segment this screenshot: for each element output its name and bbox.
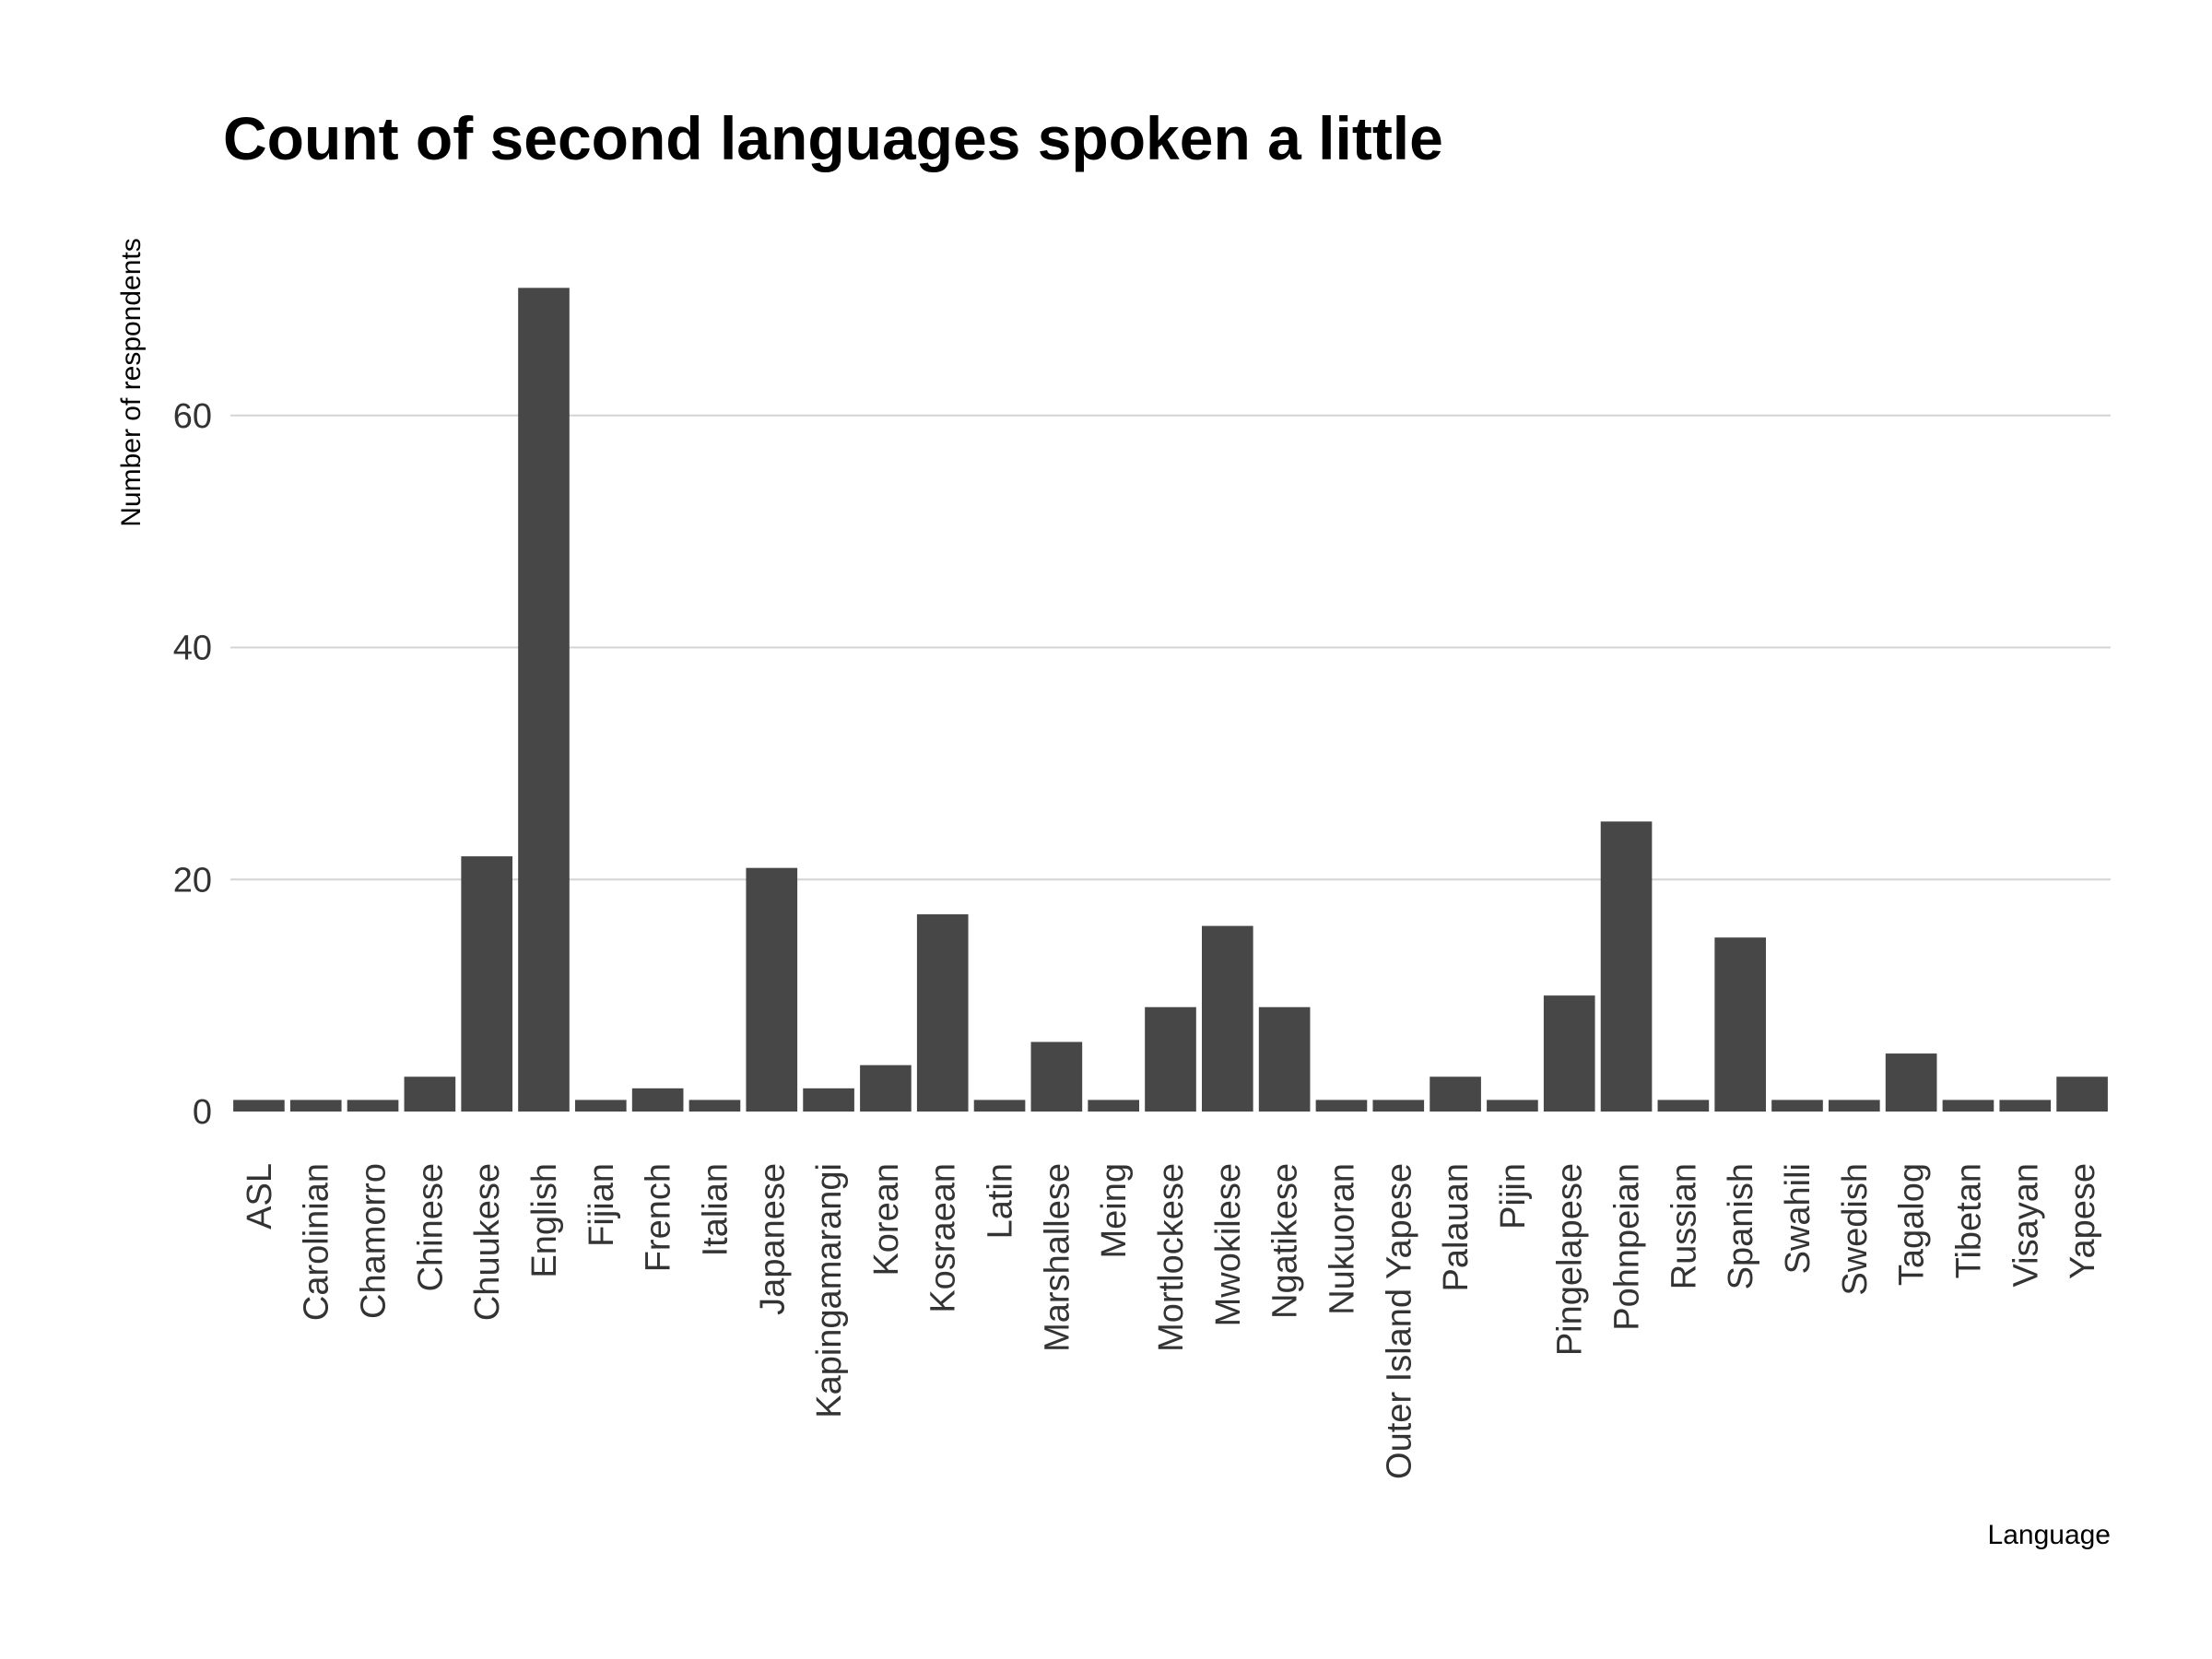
x-tick-label: Palauan: [1437, 1163, 1476, 1291]
x-tick-label: Visayan: [2006, 1163, 2045, 1288]
bar-italian: [688, 1100, 741, 1112]
x-tick-label: Mortlockese: [1152, 1163, 1191, 1352]
chart-title: Count of second languages spoken a littl…: [223, 104, 1443, 172]
bar-korean: [860, 1065, 912, 1112]
x-tick-label: Italian: [696, 1163, 735, 1256]
bar-ngatikese: [1258, 1006, 1311, 1112]
x-tick-label: Yapese: [2064, 1163, 2102, 1279]
bar-tibetan: [1942, 1100, 1994, 1112]
bar-swahili: [1771, 1100, 1823, 1112]
x-tick-label: Pingelapese: [1551, 1163, 1590, 1356]
bar-fijian: [575, 1100, 627, 1112]
bar-outer-island-yapese: [1372, 1100, 1425, 1112]
gridlines: [230, 414, 2111, 881]
x-tick-label: Pijin: [1494, 1163, 1533, 1230]
y-axis-title: Number of respondents: [116, 238, 147, 527]
x-tick-label: Japanese: [753, 1163, 792, 1315]
bar-meing: [1088, 1100, 1139, 1112]
y-tick-label: 60: [173, 397, 212, 436]
bar-mwokilese: [1202, 925, 1253, 1112]
bar-russian: [1657, 1100, 1710, 1112]
bar-spanish: [1714, 937, 1766, 1112]
y-tick-label: 20: [173, 861, 212, 900]
bar-kapingamarangi: [803, 1088, 854, 1112]
x-tick-label: Fijian: [582, 1163, 621, 1247]
bar-kosraean: [916, 914, 969, 1112]
y-tick-label: 40: [173, 629, 212, 668]
x-tick-label: Pohnpeian: [1608, 1163, 1647, 1331]
x-tick-label: Tibetan: [1949, 1163, 1988, 1278]
x-tick-label: Outer Island Yapese: [1380, 1163, 1418, 1479]
bars: [233, 288, 2108, 1112]
x-tick-label: Russian: [1665, 1163, 1703, 1289]
x-tick-label: Ngatikese: [1266, 1163, 1305, 1319]
x-tick-label: Carolinian: [298, 1163, 336, 1321]
bar-visayan: [1999, 1100, 2052, 1112]
x-tick-label: Kapingamarangi: [810, 1163, 849, 1418]
x-tick-label: Latin: [982, 1163, 1020, 1239]
bar-japanese: [746, 867, 798, 1112]
bar-english: [518, 288, 570, 1112]
x-tick-label: Tagalog: [1893, 1163, 1932, 1286]
x-tick-label: Chuukese: [468, 1163, 507, 1321]
x-tick-label: Mwokilese: [1209, 1163, 1248, 1326]
x-tick-label: Meing: [1095, 1163, 1134, 1259]
x-tick-label: Korean: [867, 1163, 906, 1277]
bar-asl: [233, 1100, 285, 1112]
x-axis-title: Language: [1988, 1520, 2111, 1550]
bar-marshallese: [1030, 1041, 1083, 1112]
bar-palauan: [1430, 1077, 1481, 1112]
x-tick-label: Nukuoran: [1323, 1163, 1361, 1315]
bar-french: [631, 1088, 684, 1112]
bar-pohnpeian: [1600, 821, 1653, 1112]
bar-tagalog: [1885, 1053, 1937, 1112]
x-axis-ticks: ASL Carolinian Chamorro Chinese Chuukese Engl…: [241, 1163, 2102, 1479]
x-tick-label: Swedish: [1836, 1163, 1875, 1296]
x-tick-label: Swahili: [1779, 1163, 1818, 1274]
y-tick-label: 0: [193, 1093, 212, 1132]
bar-chuukese: [461, 856, 512, 1112]
x-tick-label: Marshallese: [1038, 1163, 1077, 1352]
bar-latin: [973, 1100, 1026, 1112]
bar-chamorro: [347, 1100, 399, 1112]
bar-swedish: [1829, 1100, 1880, 1112]
bar-yapese: [2056, 1077, 2108, 1112]
y-axis-ticks: 0 20 40 60: [173, 397, 212, 1132]
x-tick-label: ASL: [241, 1163, 279, 1230]
x-tick-label: English: [525, 1163, 564, 1278]
bar-pijin: [1487, 1100, 1538, 1112]
bar-nukuoran: [1315, 1100, 1368, 1112]
x-tick-label: French: [640, 1163, 678, 1272]
bar-mortlockese: [1145, 1006, 1196, 1112]
bar-chinese: [404, 1077, 456, 1112]
x-tick-label: Chinese: [411, 1163, 450, 1291]
x-tick-label: Kosraean: [924, 1163, 963, 1313]
bar-pingelapese: [1543, 995, 1595, 1112]
x-tick-label: Spanish: [1722, 1163, 1760, 1289]
x-tick-label: Chamorro: [355, 1163, 394, 1319]
bar-carolinian: [289, 1100, 342, 1112]
